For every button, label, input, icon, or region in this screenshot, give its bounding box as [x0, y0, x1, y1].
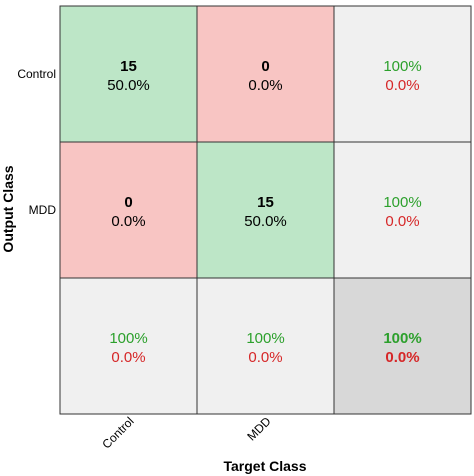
summary-incorrect: 0.0%: [385, 349, 419, 366]
matrix-cell-0-0: [59, 5, 198, 143]
cell-percent: 50.0%: [107, 77, 150, 94]
matrix-cell-0-2: [333, 5, 472, 143]
cell-percent: 0.0%: [111, 213, 145, 230]
matrix-cell-0-1: [196, 5, 335, 143]
cell-percent: 50.0%: [244, 213, 287, 230]
summary-correct: 100%: [383, 58, 421, 75]
summary-correct: 100%: [109, 330, 147, 347]
cell-count: 0: [124, 194, 132, 211]
cell-count: 0: [261, 58, 269, 75]
matrix-cell-1-0: [59, 141, 198, 279]
matrix-cell-1-2: [333, 141, 472, 279]
x-axis-label: Target Class: [224, 458, 307, 474]
y-tick-label: Control: [17, 67, 56, 81]
summary-correct: 100%: [246, 330, 284, 347]
x-tick-label: MDD: [244, 414, 273, 443]
summary-correct: 100%: [383, 330, 421, 347]
matrix-cells: [59, 5, 472, 415]
summary-incorrect: 0.0%: [248, 349, 282, 366]
summary-incorrect: 0.0%: [111, 349, 145, 366]
matrix-cell-1-1: [196, 141, 335, 279]
summary-correct: 100%: [383, 194, 421, 211]
matrix-cell-2-1: [196, 277, 335, 415]
x-tick-label: Control: [99, 414, 136, 451]
matrix-cell-2-2: [333, 277, 472, 415]
matrix-cell-2-0: [59, 277, 198, 415]
summary-incorrect: 0.0%: [385, 77, 419, 94]
y-tick-label: MDD: [29, 203, 57, 217]
summary-incorrect: 0.0%: [385, 213, 419, 230]
cell-count: 15: [120, 58, 137, 75]
cell-percent: 0.0%: [248, 77, 282, 94]
cell-count: 15: [257, 194, 274, 211]
y-axis-label: Output Class: [0, 165, 16, 252]
matrix-texts: 15 50.0% 0 0.0% 100% 0.0% 0 0.0% 15 50.0% 100% 0.0%…: [107, 58, 421, 366]
